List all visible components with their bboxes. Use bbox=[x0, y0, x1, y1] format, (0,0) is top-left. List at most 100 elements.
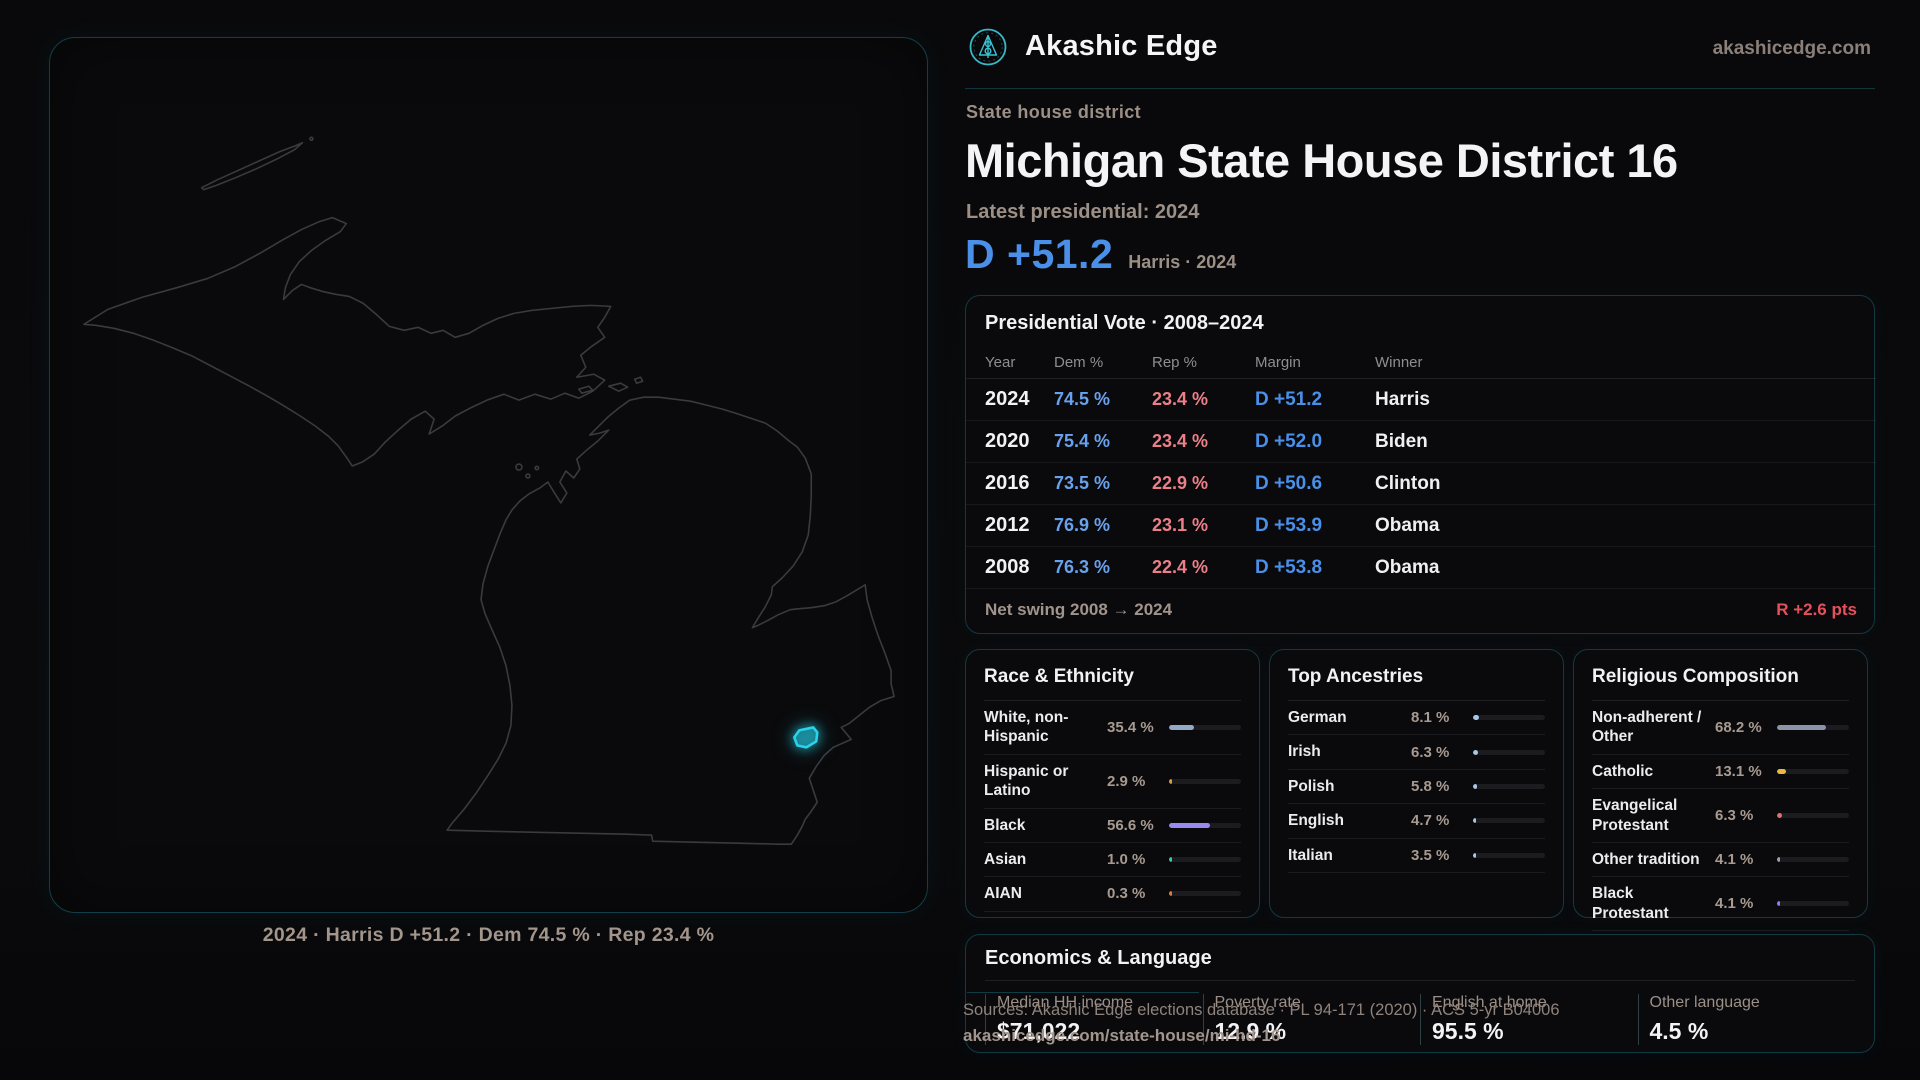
demo-row-value: 6.3 % bbox=[1715, 807, 1754, 824]
vote-cell-year: 2008 bbox=[985, 556, 1030, 578]
net-swing-row: Net swing 2008 → 2024 R +2.6 pts bbox=[966, 587, 1876, 633]
demo-bar-fill bbox=[1777, 813, 1782, 818]
vote-cell-dem: 75.4 % bbox=[1054, 431, 1111, 451]
vote-column-header: Rep % bbox=[1152, 353, 1198, 371]
permalink[interactable]: akashicedge.com/state-house/mi-hd-16 bbox=[963, 1026, 1281, 1045]
demo-bar-fill bbox=[1169, 857, 1172, 863]
economics-stat-label: Poverty rate bbox=[1214, 994, 1301, 1011]
lower-peninsula-outline bbox=[446, 396, 895, 845]
demo-row-label: Non-adherent / Other bbox=[1592, 709, 1702, 746]
demo-row: Catholic 13.1 % bbox=[1592, 755, 1849, 790]
demo-row: Irish 6.3 % bbox=[1288, 735, 1545, 770]
race-ethnicity-card: Race & Ethnicity White, non-Hispanic 35.4… bbox=[965, 649, 1260, 918]
content-column: Akashic Edge akashicedge.com State house… bbox=[963, 0, 1876, 1080]
demo-bar-track bbox=[1777, 901, 1849, 907]
economics-stat-label: English at home bbox=[1432, 994, 1547, 1011]
demo-row: AIAN 0.3 % bbox=[984, 877, 1241, 912]
economics-stat: Poverty rate 12.9 % bbox=[1202, 994, 1421, 1045]
vote-table-header-row: Year Dem % Rep % Margin Winner bbox=[966, 346, 1876, 379]
footer-divider-line bbox=[967, 992, 1199, 993]
demo-row-label: Other tradition bbox=[1592, 850, 1700, 868]
demo-row-value: 2.9 % bbox=[1107, 772, 1146, 790]
demo-bar-fill bbox=[1169, 778, 1172, 784]
demo-row-label: Polish bbox=[1288, 777, 1335, 795]
demo-row-label: Irish bbox=[1288, 743, 1321, 761]
vote-table-row: 2008 76.3 % 22.4 % D +53.8 Obama bbox=[966, 547, 1876, 589]
demo-bar-fill bbox=[1777, 768, 1787, 774]
demo-row: Non-adherent / Other 68.2 % bbox=[1592, 701, 1849, 755]
economics-stat: English at home 95.5 % bbox=[1420, 994, 1638, 1045]
demo-row-value: 4.1 % bbox=[1715, 851, 1754, 869]
vote-cell-margin: D +52.0 bbox=[1255, 430, 1323, 452]
akashic-edge-logo-icon bbox=[969, 28, 1007, 66]
demo-bar-track bbox=[1169, 778, 1241, 784]
vote-cell-margin: D +53.9 bbox=[1255, 514, 1323, 536]
demo-bar-track bbox=[1473, 818, 1545, 824]
demo-bar-track bbox=[1473, 783, 1545, 789]
demo-row-label: English bbox=[1288, 812, 1344, 830]
demo-row: Italian 3.5 % bbox=[1288, 839, 1545, 873]
vote-cell-rep: 23.1 % bbox=[1152, 515, 1209, 535]
demo-row-label: Asian bbox=[984, 850, 1027, 868]
economics-stat: Other language 4.5 % bbox=[1637, 994, 1856, 1045]
vote-column-header: Year bbox=[985, 353, 1016, 371]
economics-stat-value: $71,022 bbox=[997, 1018, 1081, 1044]
upper-peninsula-outline bbox=[83, 216, 612, 467]
vote-column-header: Margin bbox=[1255, 353, 1301, 371]
economics-stats: Median HH income $71,022 Poverty rate 12.9 … bbox=[985, 994, 1855, 1045]
michigan-map bbox=[83, 136, 895, 845]
vote-table-row: 2024 74.5 % 23.4 % D +51.2 Harris bbox=[966, 379, 1876, 421]
vote-cell-year: 2016 bbox=[985, 472, 1030, 494]
vote-cell-year: 2012 bbox=[985, 514, 1030, 536]
demo-row: Evangelical Protestant 6.3 % bbox=[1592, 789, 1849, 843]
demo-row-value: 13.1 % bbox=[1715, 762, 1762, 780]
demo-row: Polish 5.8 % bbox=[1288, 770, 1545, 805]
vote-cell-rep: 22.9 % bbox=[1152, 473, 1209, 493]
demo-row-value: 0.3 % bbox=[1107, 885, 1146, 903]
demo-bar-fill bbox=[1777, 724, 1827, 730]
vote-cell-year: 2024 bbox=[985, 388, 1030, 410]
race-ethnicity-title: Race & Ethnicity bbox=[984, 666, 1241, 701]
demo-row-label: Black bbox=[984, 816, 1026, 834]
religious-composition-title: Religious Composition bbox=[1592, 666, 1849, 701]
demo-row-label: AIAN bbox=[984, 885, 1022, 903]
economics-stat-value: 12.9 % bbox=[1214, 1018, 1287, 1044]
demo-row: Black 56.6 % bbox=[984, 809, 1241, 843]
demo-row-value: 68.2 % bbox=[1715, 718, 1762, 736]
economics-language-card: Economics & Language Median HH income $71… bbox=[965, 934, 1875, 1053]
site-header: Akashic Edge akashicedge.com bbox=[965, 0, 1875, 89]
demo-row: Asian 1.0 % bbox=[984, 843, 1241, 878]
isle-royale-outline bbox=[200, 141, 304, 191]
demo-row-value: 3.5 % bbox=[1411, 846, 1450, 864]
district-16-shape[interactable] bbox=[793, 726, 819, 749]
demo-bar-fill bbox=[1473, 818, 1477, 824]
vote-cell-margin: D +50.6 bbox=[1255, 472, 1323, 494]
demo-row: German 8.1 % bbox=[1288, 701, 1545, 736]
demo-row-value: 1.0 % bbox=[1107, 851, 1146, 869]
economics-stat-value: 4.5 % bbox=[1649, 1018, 1709, 1044]
net-swing-value: R +2.6 pts bbox=[1776, 600, 1857, 619]
demo-bar-fill bbox=[1777, 901, 1780, 907]
demo-row-label: Catholic bbox=[1592, 762, 1654, 780]
demo-row-value: 4.1 % bbox=[1715, 895, 1754, 913]
demo-bar-fill bbox=[1473, 749, 1478, 755]
demo-row-label: Hispanic or Latino bbox=[984, 762, 1069, 800]
vote-cell-dem: 76.9 % bbox=[1054, 515, 1111, 535]
demo-row-value: 56.6 % bbox=[1107, 816, 1154, 834]
vote-cell-margin: D +51.2 bbox=[1255, 388, 1323, 410]
vote-cell-margin: D +53.8 bbox=[1255, 556, 1323, 578]
demo-bar-track bbox=[1169, 822, 1241, 828]
demo-bar-track bbox=[1777, 813, 1849, 818]
demo-row: Black Protestant 4.1 % bbox=[1592, 877, 1849, 931]
brand-domain-link[interactable]: akashicedge.com bbox=[1712, 38, 1871, 59]
demo-row: Other tradition 4.1 % bbox=[1592, 843, 1849, 878]
vote-cell-winner: Obama bbox=[1375, 556, 1440, 578]
demo-bar-track bbox=[1777, 724, 1849, 730]
race-ethnicity-rows: White, non-Hispanic 35.4 % Hispanic or Lat… bbox=[984, 701, 1241, 912]
brand-name: Akashic Edge bbox=[1025, 30, 1218, 62]
religious-composition-card: Religious Composition Non-adherent / Oth… bbox=[1573, 649, 1868, 931]
latest-presidential-label: Latest presidential: 2024 bbox=[966, 201, 1200, 223]
demo-bar-fill bbox=[1169, 724, 1195, 730]
demo-bar-track bbox=[1473, 749, 1545, 755]
demo-bar-track bbox=[1777, 857, 1849, 863]
